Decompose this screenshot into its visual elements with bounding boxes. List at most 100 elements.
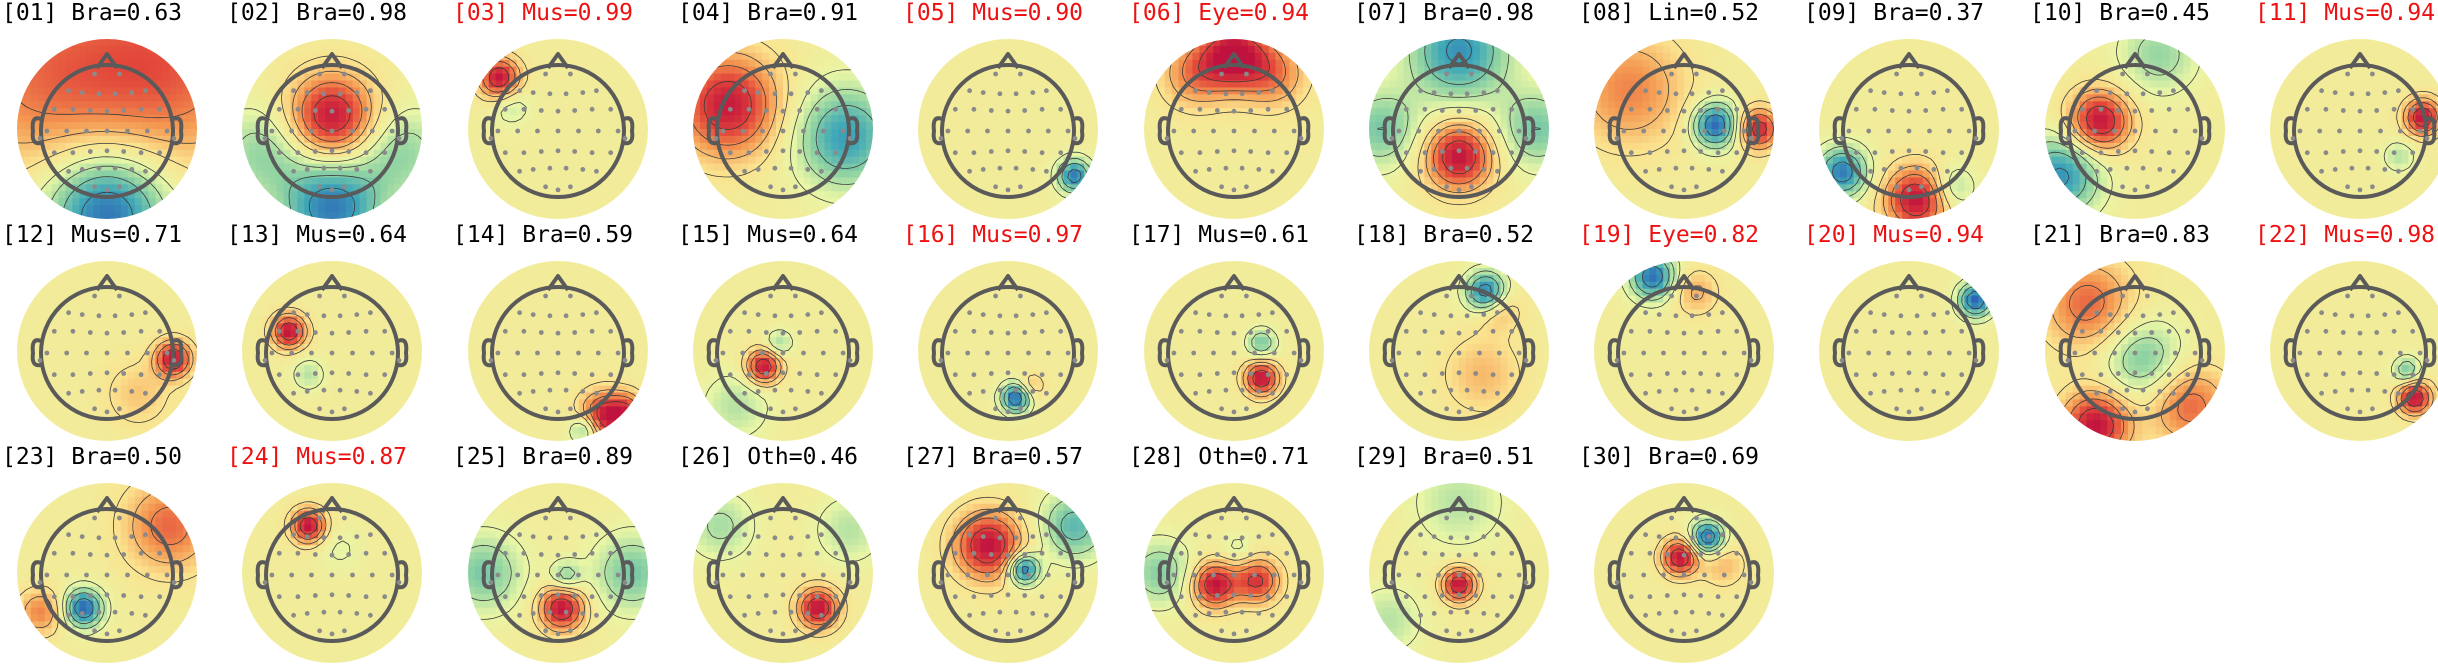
- sensor-dot: [1866, 129, 1871, 134]
- sensor-dot: [105, 148, 110, 153]
- component-11: [11] Mus=0.94: [2255, 0, 2438, 225]
- sensor-dot: [1256, 90, 1261, 95]
- sensor-dot: [1232, 553, 1237, 558]
- sensor-dot: [1266, 551, 1271, 556]
- sensor-dot: [1179, 372, 1184, 377]
- sensor-dot: [2392, 329, 2397, 334]
- sensor-dot: [129, 90, 134, 95]
- sensor-dot: [815, 372, 820, 377]
- sensor-dot: [981, 389, 986, 394]
- sensor-dot: [2116, 108, 2121, 113]
- sensor-dot: [1436, 351, 1441, 356]
- sensor-dot: [2125, 166, 2130, 171]
- sensor-dot: [576, 351, 581, 356]
- component-title: [29] Bra=0.51: [1354, 444, 1534, 470]
- sensor-dot: [1959, 372, 1964, 377]
- sensor-dot: [773, 91, 778, 96]
- sensor-dot: [797, 108, 802, 113]
- sensor-dot: [1270, 310, 1275, 315]
- sensor-dot: [572, 108, 577, 113]
- topomap: [12, 478, 202, 668]
- component-title: [13] Mus=0.64: [227, 222, 407, 248]
- sensor-dot: [833, 551, 838, 556]
- sensor-dot: [322, 313, 327, 318]
- sensor-dot: [2345, 406, 2350, 411]
- component-title: [01] Bra=0.63: [2, 0, 182, 26]
- sensor-dot: [1907, 148, 1912, 153]
- sensor-dot: [105, 592, 110, 597]
- sensor-dot: [2145, 406, 2150, 411]
- sensor-dot: [797, 330, 802, 335]
- sensor-dot: [354, 534, 359, 539]
- sensor-dot: [531, 389, 536, 394]
- sensor-dot: [370, 573, 375, 578]
- sensor-dot: [2141, 388, 2146, 393]
- sensor-dot: [350, 351, 355, 356]
- component-08: [08] Lin=0.52: [1579, 0, 1804, 225]
- sensor-dot: [1014, 166, 1019, 171]
- sensor-dot: [1266, 594, 1271, 599]
- sensor-dot: [1648, 372, 1653, 377]
- component-01: [01] Bra=0.63: [2, 0, 227, 225]
- sensor-dot: [998, 610, 1003, 615]
- sensor-dot: [998, 388, 1003, 393]
- sensor-dot: [2410, 329, 2415, 334]
- sensor-dot: [1058, 551, 1063, 556]
- sensor-dot: [338, 166, 343, 171]
- sensor-dot: [1018, 72, 1023, 77]
- component-title: [30] Bra=0.69: [1579, 444, 1759, 470]
- sensor-dot: [1698, 108, 1703, 113]
- sensor-dot: [113, 166, 118, 171]
- sensor-dot: [1423, 150, 1428, 155]
- component-16: [16] Mus=0.97: [903, 222, 1128, 447]
- sensor-dot: [143, 310, 148, 315]
- sensor-dot: [1030, 167, 1035, 172]
- sensor-dot: [1648, 329, 1653, 334]
- sensor-dot: [84, 573, 89, 578]
- sensor-dot: [1899, 388, 1904, 393]
- sensor-dot: [939, 580, 944, 585]
- sensor-dot: [2153, 129, 2158, 134]
- component-title: [08] Lin=0.52: [1579, 0, 1759, 26]
- sensor-dot: [354, 312, 359, 317]
- sensor-dot: [1890, 108, 1895, 113]
- sensor-dot: [1397, 351, 1402, 356]
- sensor-dot: [80, 312, 85, 317]
- sensor-dot: [1873, 150, 1878, 155]
- sensor-dot: [1440, 149, 1445, 154]
- sensor-dot: [1404, 150, 1409, 155]
- sensor-dot: [338, 535, 343, 540]
- sensor-dot: [556, 632, 561, 637]
- sensor-dot: [747, 372, 752, 377]
- component-07: [07] Bra=0.98: [1354, 0, 1579, 225]
- sensor-dot: [2171, 310, 2176, 315]
- sensor-dot: [998, 313, 1003, 318]
- sensor-dot: [1915, 313, 1920, 318]
- sensor-dot: [1423, 107, 1428, 112]
- sensor-dot: [1469, 628, 1474, 633]
- sensor-dot: [2080, 372, 2085, 377]
- sensor-dot: [313, 371, 318, 376]
- sensor-dot: [270, 351, 275, 356]
- sensor-dot: [80, 90, 85, 95]
- component-28: [28] Oth=0.71: [1129, 444, 1354, 669]
- sensor-dot: [97, 91, 102, 96]
- sensor-dot: [815, 594, 820, 599]
- sensor-dot: [2382, 312, 2387, 317]
- sensor-dot: [1165, 358, 1170, 363]
- sensor-dot: [1648, 594, 1653, 599]
- sensor-dot: [805, 534, 810, 539]
- sensor-dot: [2333, 312, 2338, 317]
- sensor-dot: [1193, 532, 1198, 537]
- sensor-dot: [105, 573, 110, 578]
- sensor-dot: [1030, 534, 1035, 539]
- sensor-dot: [354, 90, 359, 95]
- sensor-dot: [1702, 351, 1707, 356]
- sensor-dot: [354, 389, 359, 394]
- sensor-dot: [797, 552, 802, 557]
- sensor-dot: [1923, 149, 1928, 154]
- sensor-dot: [2171, 88, 2176, 93]
- sensor-dot: [608, 551, 613, 556]
- sensor-dot: [1046, 573, 1051, 578]
- sensor-dot: [740, 351, 745, 356]
